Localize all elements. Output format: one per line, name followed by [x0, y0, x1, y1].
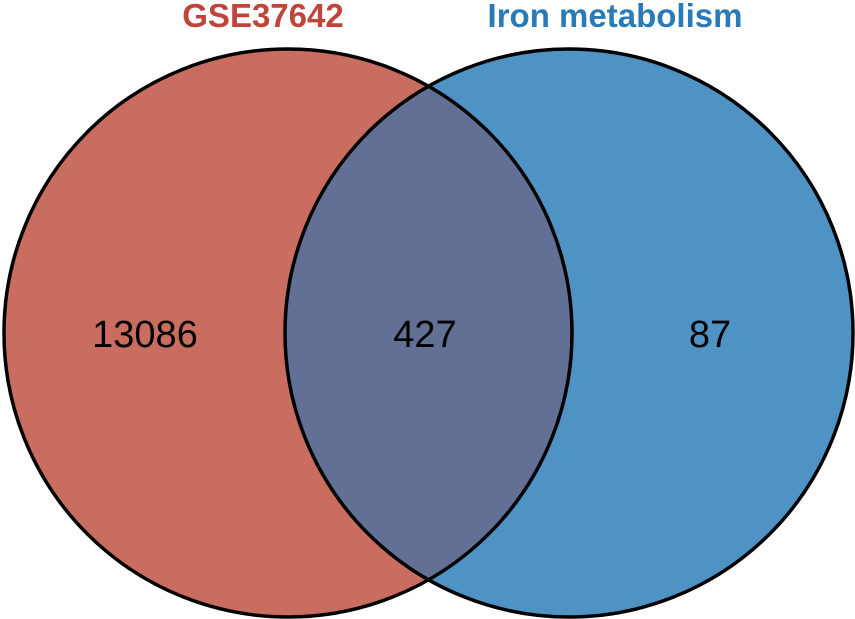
intersection-region — [285, 49, 572, 617]
count-only-iron-metabolism: 87 — [689, 314, 731, 356]
set-outline-iron-metabolism — [283, 47, 855, 619]
set-title-iron-metabolism: Iron metabolism — [488, 0, 743, 34]
count-only-gse37642: 13086 — [92, 314, 198, 356]
set-outline-gse37642 — [2, 47, 574, 619]
count-intersection: 427 — [393, 314, 456, 356]
set-title-gse37642: GSE37642 — [182, 0, 343, 34]
